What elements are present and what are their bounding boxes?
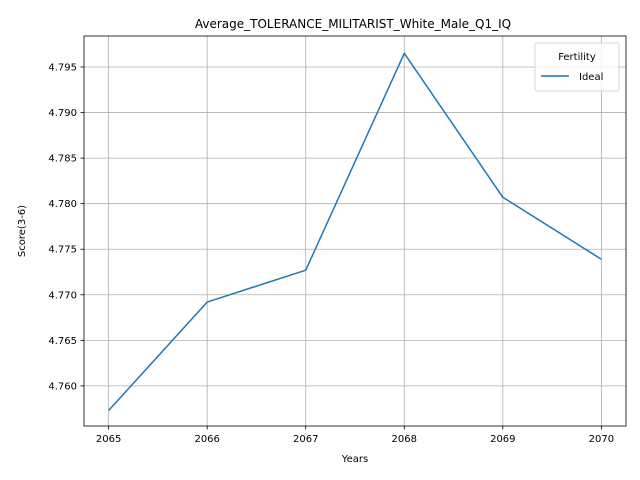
x-tick-label: 2070: [589, 434, 614, 445]
y-tick-label: 4.765: [48, 336, 77, 347]
legend: Fertility Ideal: [534, 42, 620, 92]
x-tick-label: 2065: [96, 434, 121, 445]
x-tick-label: 2066: [194, 434, 219, 445]
series-line-ideal: [108, 52, 602, 412]
x-tick-label: 2067: [293, 434, 318, 445]
x-tick-label: 2068: [392, 434, 417, 445]
grid-lines: [84, 36, 626, 426]
y-tick-label: 4.760: [48, 381, 77, 392]
legend-title: Fertility: [558, 52, 596, 63]
x-tick-label: 2069: [490, 434, 515, 445]
y-axis: 4.760 4.765 4.770 4.775 4.780 4.785 4.790 4.795: [48, 62, 84, 392]
y-tick-label: 4.790: [48, 108, 77, 119]
x-axis-label: Years: [341, 454, 368, 465]
x-axis: 2065 2066 2067 2068 2069 2070: [96, 426, 614, 445]
y-tick-label: 4.775: [48, 245, 77, 256]
y-tick-label: 4.785: [48, 154, 77, 165]
legend-box: [534, 42, 620, 92]
y-tick-label: 4.780: [48, 199, 77, 210]
plot-frame: [83, 35, 627, 427]
y-tick-label: 4.770: [48, 290, 77, 301]
series-layer: [108, 52, 602, 412]
y-axis-label: Score(3-6): [17, 205, 28, 257]
y-tick-label: 4.795: [48, 62, 77, 73]
chart-title: Average_TOLERANCE_MILITARIST_White_Male_…: [195, 17, 511, 31]
legend-label-ideal: Ideal: [579, 72, 603, 83]
